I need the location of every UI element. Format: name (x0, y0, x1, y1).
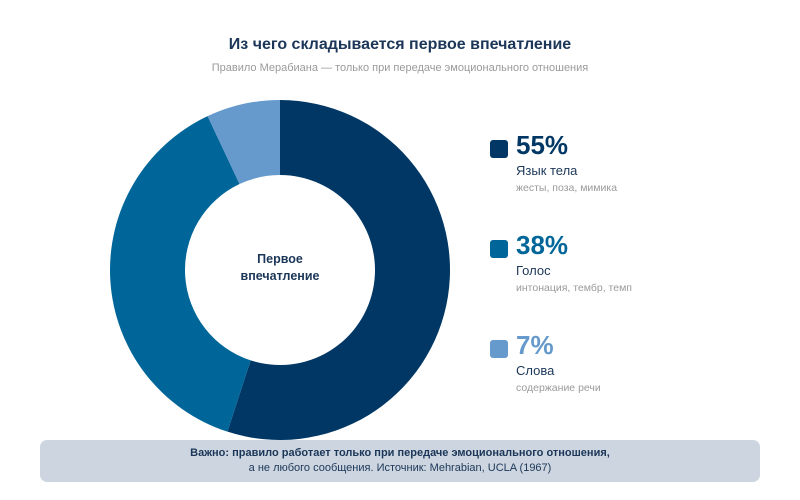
note-line-2: а не любого сообщения. Источник: Mehrabi… (248, 462, 552, 474)
center-label-line-2: впечатление (241, 269, 320, 283)
donut-slice-words (207, 100, 280, 185)
legend-swatch (490, 340, 508, 358)
chart-title: Из чего складывается первое впечатление (228, 36, 572, 53)
legend-swatch (490, 240, 508, 258)
note-line-1: Важно: правило работает только при перед… (190, 447, 610, 459)
legend-percent: 38% (516, 230, 569, 260)
legend-description: интонация, тембр, темп (516, 282, 632, 294)
legend-label: Язык тела (516, 163, 578, 178)
donut-slice-body-language (227, 100, 451, 441)
donut-slice-voice (109, 116, 251, 432)
center-label-line-1: Первое (257, 252, 303, 266)
legend-label: Слова (516, 363, 555, 378)
legend-percent: 7% (516, 330, 554, 360)
legend-description: жесты, поза, мимика (516, 182, 618, 194)
note-box: Важно: правило работает только при перед… (40, 440, 760, 482)
legend-percent: 55% (516, 130, 569, 160)
chart-subtitle: Правило Мерабиана — только при передаче … (211, 62, 589, 74)
legend-description: содержание речи (516, 382, 601, 394)
legend-swatch (490, 140, 508, 158)
legend-label: Голос (516, 263, 551, 278)
